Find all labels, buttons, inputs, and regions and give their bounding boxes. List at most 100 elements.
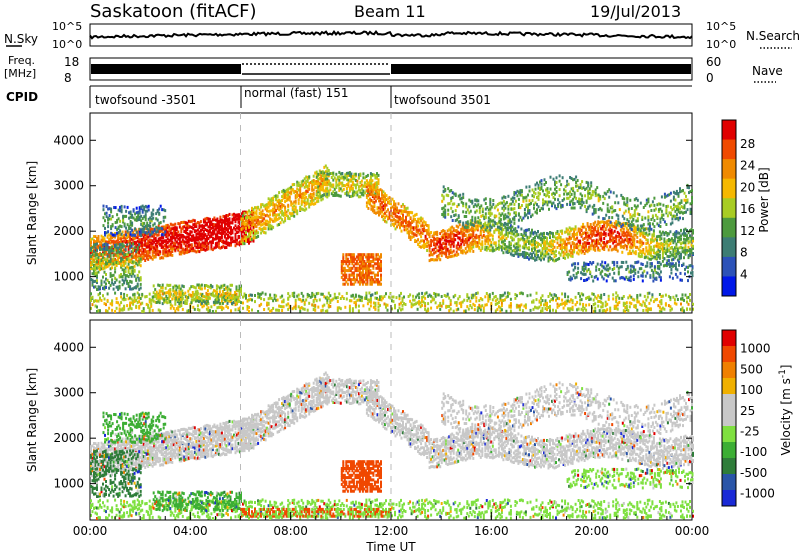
range-gate-cell	[196, 242, 199, 246]
range-gate-cell	[510, 207, 513, 211]
range-gate-cell	[531, 243, 533, 247]
range-gate-cell	[356, 182, 359, 186]
range-gate-cell	[384, 206, 386, 210]
range-gate-cell	[489, 203, 492, 207]
range-gate-cell	[636, 240, 639, 244]
range-gate-cell	[397, 211, 400, 215]
range-gate-cell	[204, 248, 207, 252]
range-gate-cell	[148, 292, 151, 296]
range-gate-cell	[208, 292, 211, 296]
range-gate-cell	[276, 199, 279, 203]
range-gate-cell	[663, 237, 666, 241]
range-gate-cell	[369, 177, 372, 181]
range-gate-cell	[126, 255, 129, 259]
range-gate-cell	[446, 236, 449, 240]
range-gate-cell	[243, 222, 246, 226]
range-gate-cell	[208, 225, 211, 229]
range-gate-cell	[193, 293, 196, 297]
range-gate-cell	[467, 233, 470, 237]
range-gate-cell	[336, 175, 339, 179]
range-gate-cell	[666, 247, 669, 251]
range-gate-cell	[127, 245, 130, 249]
range-gate-cell	[462, 210, 465, 214]
range-gate-cell	[258, 215, 261, 219]
range-gate-cell	[363, 184, 366, 188]
range-gate-cell	[100, 298, 103, 302]
range-gate-cell	[488, 248, 491, 252]
range-gate-cell	[335, 178, 338, 182]
range-gate-cell	[448, 228, 451, 232]
range-gate-cell	[507, 194, 510, 198]
range-gate-cell	[206, 300, 209, 304]
range-gate-cell	[237, 289, 239, 293]
range-gate-cell	[282, 213, 285, 217]
range-gate-cell	[377, 178, 380, 182]
range-gate-cell	[481, 246, 484, 250]
range-gate-cell	[404, 303, 407, 306]
range-gate-cell	[273, 206, 276, 209]
range-gate-cell	[666, 254, 669, 258]
range-gate-cell	[326, 172, 329, 176]
range-gate-cell	[631, 297, 634, 301]
range-gate-cell	[123, 296, 126, 300]
range-gate-cell	[448, 296, 451, 300]
range-gate-cell	[351, 181, 354, 184]
range-gate-cell	[401, 299, 404, 303]
range-gate-cell	[220, 305, 223, 309]
range-gate-cell	[138, 240, 141, 244]
range-gate-cell	[242, 220, 244, 224]
range-gate-cell	[263, 298, 266, 302]
range-gate-cell	[643, 252, 646, 256]
range-gate-cell	[252, 223, 255, 226]
range-gate-cell	[264, 203, 267, 207]
range-gate-cell	[550, 239, 553, 243]
range-gate-cell	[526, 237, 529, 241]
range-gate-cell	[559, 243, 562, 247]
range-gate-cell	[669, 298, 672, 302]
range-gate-cell	[561, 229, 564, 233]
range-gate-cell	[324, 170, 327, 174]
range-gate-cell	[175, 240, 178, 244]
range-gate-cell	[630, 246, 633, 250]
range-gate-cell	[523, 304, 526, 308]
range-gate-cell	[187, 240, 190, 244]
range-gate-cell	[448, 239, 451, 243]
range-gate-cell	[186, 250, 189, 254]
range-gate-cell	[234, 235, 237, 239]
range-gate-cell	[415, 222, 418, 226]
range-gate-cell	[381, 191, 383, 195]
range-gate-cell	[421, 291, 424, 295]
range-gate-cell	[367, 194, 370, 198]
range-gate-cell	[567, 252, 570, 256]
range-gate-cell	[426, 229, 429, 232]
range-gate-cell	[505, 247, 508, 251]
range-gate-cell	[246, 235, 249, 239]
range-gate-cell	[660, 237, 663, 241]
range-gate-cell	[231, 236, 234, 240]
range-gate-cell	[90, 296, 92, 300]
range-gate-cell	[552, 247, 554, 251]
range-gate-cell	[102, 294, 104, 298]
range-gate-cell	[496, 307, 499, 311]
range-gate-cell	[351, 309, 354, 313]
range-gate-cell	[598, 295, 601, 299]
range-gate-cell	[523, 239, 526, 243]
range-gate-cell	[673, 252, 676, 256]
range-gate-cell	[242, 242, 244, 246]
range-gate-cell	[624, 309, 627, 313]
range-gate-cell	[597, 222, 600, 226]
range-gate-cell	[469, 219, 472, 223]
range-gate-cell	[406, 230, 409, 234]
nave-tick-low: 0	[706, 71, 714, 85]
range-gate-cell	[541, 307, 544, 310]
range-gate-cell	[120, 292, 123, 296]
range-gate-cell	[211, 285, 214, 289]
range-gate-cell	[585, 233, 588, 237]
range-gate-cell	[642, 250, 645, 254]
range-gate-cell	[198, 234, 201, 238]
range-gate-cell	[683, 231, 685, 234]
range-gate-cell	[222, 214, 225, 218]
range-gate-cell	[169, 245, 172, 249]
range-gate-cell	[513, 215, 516, 219]
